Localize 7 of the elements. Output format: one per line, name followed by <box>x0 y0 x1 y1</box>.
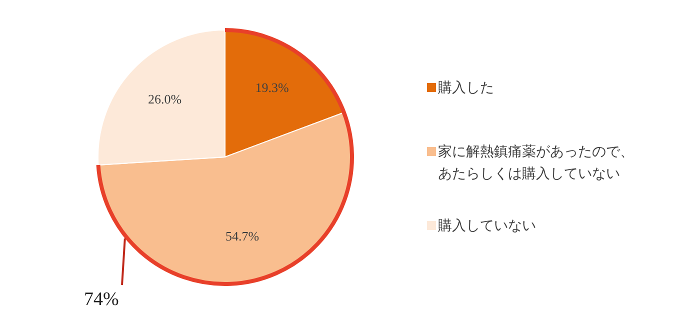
data-label: 26.0% <box>148 91 182 106</box>
legend-label: 購入した <box>438 80 494 96</box>
data-label: 19.3% <box>255 80 289 96</box>
data-label: 54.7% <box>225 228 260 244</box>
text: 74% <box>84 289 119 310</box>
legend-label: 購入していない <box>438 218 536 234</box>
legend-label: 家に解熱鎮痛薬があったので、あたらしくは購入していない <box>438 144 634 182</box>
